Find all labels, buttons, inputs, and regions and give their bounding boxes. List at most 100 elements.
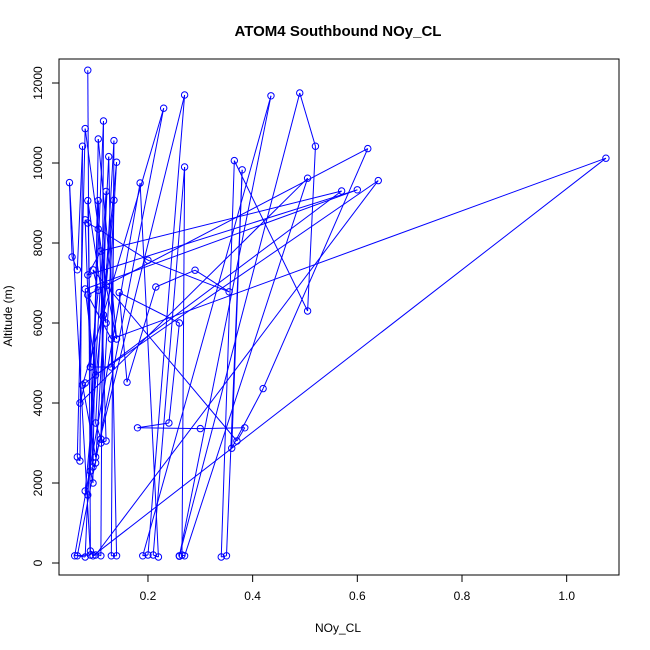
series-line-segment [68,182,73,258]
series-line-segment [97,228,149,261]
series-line-segment [84,189,358,290]
data-point [73,552,82,560]
data-point [76,399,84,407]
data-point [112,552,121,560]
data-point [364,144,372,153]
data-point [65,178,74,187]
y-tick-label: 2000 [31,469,45,496]
series-line-segment [236,427,246,442]
data-point [123,378,131,386]
data-point [144,551,152,559]
data-point [112,158,121,166]
data-point [91,371,100,379]
series-line-segment [84,128,107,286]
series-line-segment [92,462,97,468]
data-point [222,552,231,560]
data-point [89,479,97,487]
data-point [97,435,105,443]
data-point [191,266,199,274]
series-line-segment [92,157,607,557]
data-point [86,551,95,559]
data-point [296,89,304,97]
data-point [84,271,92,279]
series-line-segment [299,92,316,147]
data-point [311,142,320,150]
y-axis-label: Altitude (m) [1,285,15,346]
series-line-segment [220,160,235,558]
data-point [81,124,89,133]
y-tick-label: 10000 [31,146,45,180]
data-point [115,288,123,297]
data-point [68,253,76,261]
data-point [110,136,118,145]
series-line-segment [76,128,86,458]
series-line-segment [100,190,342,252]
data-point [139,552,147,560]
data-point [78,142,87,150]
data-point [152,283,160,291]
series-line-segment [95,180,379,376]
series-line-segment [97,138,118,340]
data-point [165,419,173,427]
data-point [81,553,89,561]
data-point [374,176,382,185]
series-line-segment [147,259,230,293]
data-point [107,363,116,371]
data-point [102,187,110,196]
series-line-segment [181,166,186,556]
series-line-segment [74,182,141,556]
data-point [99,117,108,125]
series-line-segment [142,95,272,556]
data-point [303,174,312,182]
data-point [259,384,267,393]
data-point [105,152,113,161]
data-point [154,553,163,561]
data-point [84,196,92,205]
data-point [84,66,92,74]
series-line-segment [178,95,272,557]
data-point [180,91,189,99]
series-line-segment [200,427,245,430]
data-point [73,453,82,461]
data-point [76,457,84,465]
data-point [97,552,105,560]
y-tick-label: 0 [31,559,45,566]
data-point [180,163,189,171]
data-point [94,225,102,233]
data-point [73,266,82,274]
data-point [97,439,105,447]
data-point [136,179,144,187]
data-point [91,459,100,467]
data-point [91,419,100,427]
series-line-segment [76,456,81,462]
data-point [81,379,89,387]
series-line-segment [110,200,115,368]
series-line-segment [168,322,180,424]
series-line-segment [87,222,99,230]
data-point [225,288,233,296]
series-line-segment [262,148,369,389]
series-line-segment [102,200,115,316]
data-point [196,424,205,433]
data-point [233,437,241,445]
data-point [86,467,95,475]
data-point [602,154,610,162]
x-tick-label: 0.8 [454,589,471,603]
data-point [159,104,168,112]
data-point [102,282,110,290]
x-tick-label: 0.2 [140,589,157,603]
data-point [149,551,157,559]
series-line-segment [152,166,186,556]
data-point [94,286,102,294]
series-line-segment [84,219,91,368]
data-point [238,166,246,174]
series-line-segment [87,189,358,276]
plot-area-frame [58,58,620,576]
data-point [230,156,239,165]
data-point [110,196,118,204]
data-point [217,553,225,561]
data-point [337,187,346,195]
x-axis-label: NOy_CL [315,621,361,635]
data-point [89,266,97,274]
